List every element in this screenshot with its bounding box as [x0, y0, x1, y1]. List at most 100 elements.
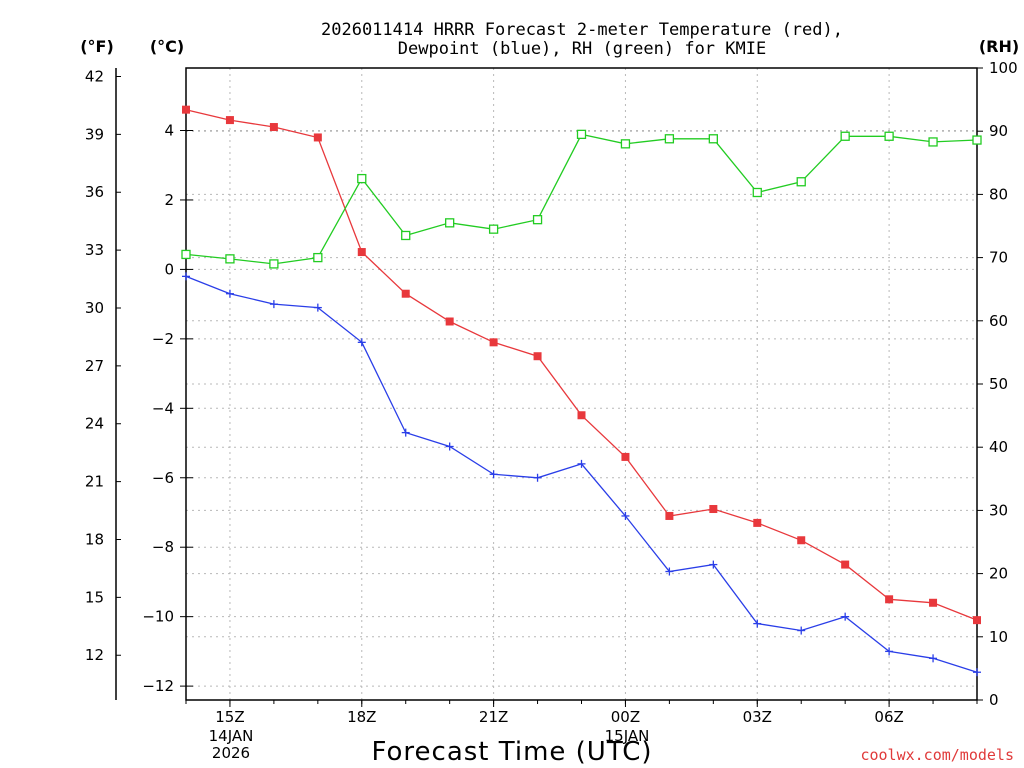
temperature-point — [225, 116, 234, 125]
rh-point — [576, 129, 587, 140]
rh-point — [972, 135, 982, 145]
x-tick-label: 00Z — [611, 708, 640, 726]
temperature-point — [489, 338, 498, 347]
fahrenheit-tick-label: 18 — [85, 530, 104, 548]
temperature-point — [841, 560, 850, 569]
rh-point — [752, 187, 762, 198]
celsius-tick-label: 2 — [164, 191, 174, 209]
fahrenheit-unit-label: (°F) — [80, 37, 114, 56]
dewpoint-point — [445, 442, 454, 451]
x-tick-label: 03Z — [743, 708, 772, 726]
rh-point — [532, 215, 543, 225]
dewpoint-line — [185, 275, 978, 673]
rh-point — [708, 134, 718, 144]
dewpoint-point — [533, 473, 542, 482]
temperature-point — [665, 511, 674, 520]
temperature-point — [269, 123, 278, 132]
dewpoint-point — [753, 619, 762, 628]
rh-point — [796, 177, 806, 187]
x-axis-label: Forecast Time (UTC) — [371, 737, 652, 767]
fahrenheit-tick-label: 36 — [85, 183, 104, 201]
rh-point — [884, 131, 894, 141]
rh-tick-label: 40 — [989, 438, 1008, 456]
celsius-tick-label: −10 — [142, 608, 174, 626]
x-date-label-year1: 2026 — [212, 744, 250, 762]
x-tick-label: 06Z — [874, 708, 903, 726]
rh-point — [269, 259, 279, 269]
fahrenheit-tick-label: 12 — [85, 646, 104, 664]
rh-tick-label: 60 — [989, 312, 1008, 330]
temperature-point — [753, 518, 762, 527]
x-tick-label: 15Z — [215, 708, 244, 726]
dewpoint-point — [885, 647, 894, 656]
temperature-point — [973, 616, 981, 625]
dewpoint-point — [313, 303, 322, 312]
dewpoint-point — [709, 560, 718, 569]
fahrenheit-tick-label: 30 — [85, 299, 104, 317]
celsius-tick-label: 4 — [164, 122, 174, 140]
rh-tick-label: 80 — [989, 185, 1008, 203]
celsius-tick-label: −12 — [142, 677, 174, 695]
rh-line — [185, 133, 978, 265]
x-date-label-day1: 14JAN — [209, 727, 254, 745]
temperature-point — [797, 536, 806, 545]
dewpoint-point — [357, 338, 366, 347]
dewpoint-point — [182, 272, 190, 281]
rh-point — [928, 137, 938, 147]
rh-tick-label: 30 — [989, 501, 1008, 519]
grid-lines — [186, 68, 977, 700]
dewpoint-point — [929, 654, 938, 663]
dewpoint-point — [401, 428, 410, 437]
celsius-unit-label: (°C) — [150, 37, 184, 56]
rh-point — [488, 224, 499, 234]
rh-point — [357, 173, 367, 184]
dewpoint-point — [489, 470, 498, 479]
temperature-point — [313, 133, 322, 142]
celsius-tick-label: −4 — [152, 399, 174, 417]
credit-text: coolwx.com/models — [860, 746, 1014, 764]
rh-tick-label: 0 — [989, 691, 999, 709]
celsius-tick-label: −6 — [152, 469, 174, 487]
dewpoint-point — [269, 300, 278, 309]
x-tick-label: 21Z — [479, 708, 508, 726]
rh-tick-label: 50 — [989, 375, 1008, 393]
temperature-point — [182, 105, 190, 114]
rh-unit-label: (RH) — [979, 37, 1019, 56]
temperature-point — [885, 595, 894, 604]
temperature-line — [185, 109, 978, 621]
dewpoint-point — [225, 289, 234, 298]
temperature-point — [357, 248, 366, 257]
rh-point — [225, 254, 235, 264]
rh-tick-label: 10 — [989, 628, 1008, 646]
dewpoint-point — [841, 612, 850, 621]
dewpoint-point — [665, 567, 674, 576]
fahrenheit-tick-label: 39 — [85, 125, 104, 143]
rh-tick-label: 20 — [989, 565, 1008, 583]
rh-tick-label: 70 — [989, 249, 1008, 267]
x-tick-label: 18Z — [347, 708, 376, 726]
fahrenheit-tick-label: 33 — [85, 241, 104, 259]
rh-point — [620, 139, 631, 149]
temperature-point — [621, 452, 630, 461]
chart-title-line2: Dewpoint (blue), RH (green) for KMIE — [398, 39, 766, 59]
temperature-point — [709, 505, 718, 514]
temperature-point — [445, 317, 454, 326]
chart-title-line1: 2026011414 HRRR Forecast 2-meter Tempera… — [321, 20, 843, 40]
rh-tick-label: 90 — [989, 122, 1008, 140]
rh-point — [445, 218, 455, 228]
rh-point — [181, 249, 191, 260]
dewpoint-point — [973, 668, 981, 677]
temperature-point — [401, 289, 410, 298]
axes: 4239363330272421181512420−2−4−6−8−10−121… — [85, 59, 1018, 726]
fahrenheit-tick-label: 21 — [85, 473, 104, 491]
dewpoint-point — [797, 626, 806, 635]
x-date-label-day2: 15JAN — [605, 727, 650, 745]
rh-point — [840, 131, 850, 141]
fahrenheit-tick-label: 15 — [85, 588, 104, 606]
celsius-tick-label: −2 — [152, 330, 174, 348]
temperature-point — [577, 411, 586, 420]
temperature-point — [929, 598, 938, 607]
fahrenheit-tick-label: 27 — [85, 357, 104, 375]
rh-point — [664, 134, 675, 144]
